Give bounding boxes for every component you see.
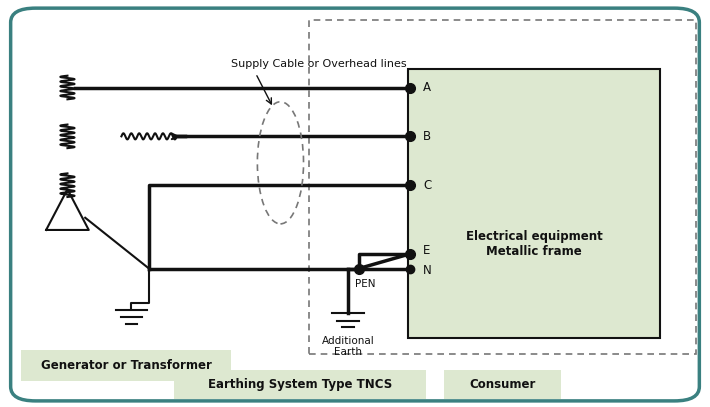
Text: Generator or Transformer: Generator or Transformer [40, 359, 212, 372]
Text: PEN: PEN [355, 279, 376, 289]
FancyBboxPatch shape [11, 8, 699, 401]
Text: N: N [423, 264, 432, 277]
Text: E: E [423, 244, 431, 257]
Text: Additional
Earth: Additional Earth [322, 336, 374, 357]
Text: Earthing System Type TNCS: Earthing System Type TNCS [208, 378, 392, 391]
Text: Electrical equipment
Metallic frame: Electrical equipment Metallic frame [466, 230, 603, 258]
Text: A: A [423, 81, 432, 94]
Bar [21, 350, 231, 381]
Text: B: B [423, 130, 432, 143]
Bar [444, 370, 561, 399]
Bar [408, 69, 660, 338]
Text: Consumer: Consumer [469, 378, 535, 391]
Text: Supply Cable or Overhead lines: Supply Cable or Overhead lines [231, 59, 406, 69]
Bar [174, 370, 426, 399]
Text: C: C [423, 179, 432, 192]
